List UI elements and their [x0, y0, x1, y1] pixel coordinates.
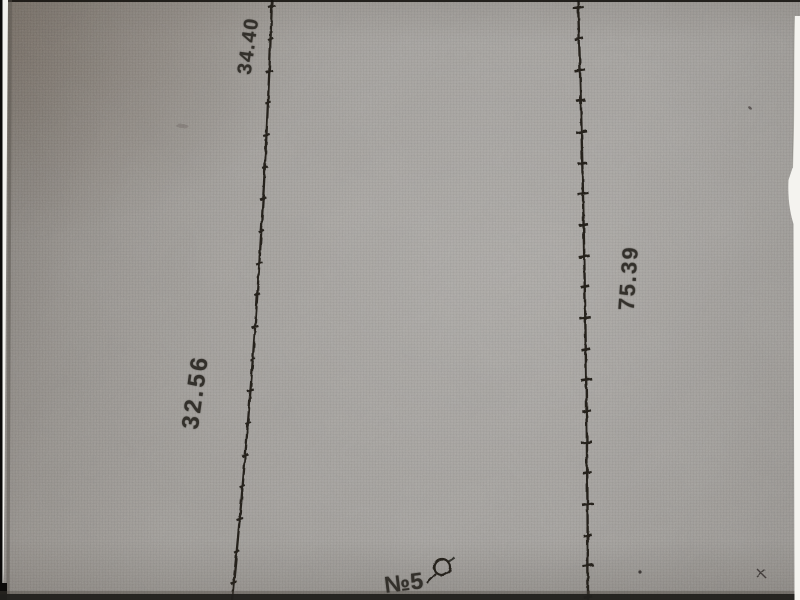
scan-edge-left-shadow [6, 0, 12, 600]
tick-mark [581, 440, 593, 445]
tick-mark [255, 261, 263, 266]
tick-mark [251, 324, 259, 330]
tick-mark [577, 161, 587, 166]
tick-mark [268, 4, 276, 9]
tick-mark [258, 228, 265, 234]
scan-edge-right-white [788, 16, 800, 600]
scan-edge-top [0, 0, 800, 2]
scan-corner-bottom-left [0, 583, 7, 600]
tick-mark [579, 315, 591, 321]
tick-mark [264, 100, 272, 105]
speck [638, 570, 642, 574]
tick-mark [259, 196, 267, 201]
tick-mark [576, 98, 586, 103]
scan-edge-left-black [0, 0, 3, 600]
tick-mark [582, 563, 594, 568]
tick-mark [578, 254, 590, 259]
tick-mark [581, 408, 592, 414]
tick-mark [583, 533, 593, 538]
tick-mark [575, 129, 588, 135]
tick-mark [580, 284, 590, 289]
boundary-line-left [230, 0, 274, 600]
tick-mark [241, 453, 249, 458]
tick-mark [267, 36, 274, 42]
distance-label-right: 75.39 [613, 244, 644, 312]
tick-mark [262, 132, 271, 138]
speck-x-mark [756, 568, 767, 579]
scan-edge-left-white [2, 0, 8, 600]
scan-edge-bottom-shadow [0, 591, 800, 595]
tick-mark [582, 470, 592, 475]
tick-mark [574, 36, 584, 42]
tick-mark [249, 357, 256, 362]
tick-mark [261, 165, 268, 170]
boundary-line-right [576, 0, 590, 600]
point-marker-tail [426, 573, 437, 584]
speck [448, 557, 456, 563]
point-number-label: №5 [382, 567, 426, 598]
tick-mark [239, 484, 246, 489]
tick-mark [574, 68, 586, 73]
tick-mark [581, 501, 594, 507]
tick-mark [580, 377, 592, 382]
tick-mark [577, 191, 589, 196]
tick-mark [581, 347, 591, 352]
scan-edge-bottom [0, 594, 800, 600]
tick-mark [246, 388, 255, 393]
tick-mark [254, 292, 261, 297]
point-marker-icon [432, 557, 452, 577]
tick-mark [244, 420, 252, 426]
ink-layer [176, 0, 767, 600]
tick-marks-left [230, 4, 276, 585]
speck [748, 106, 752, 110]
smudge [176, 124, 188, 128]
tick-mark [233, 549, 240, 554]
tick-mark [265, 69, 273, 74]
tick-mark [578, 222, 589, 228]
tick-mark [572, 5, 584, 10]
tick-mark [236, 516, 244, 522]
scan-edge-right-shadow [792, 15, 795, 169]
tick-marks-right [572, 5, 594, 600]
tick-mark [230, 580, 238, 585]
